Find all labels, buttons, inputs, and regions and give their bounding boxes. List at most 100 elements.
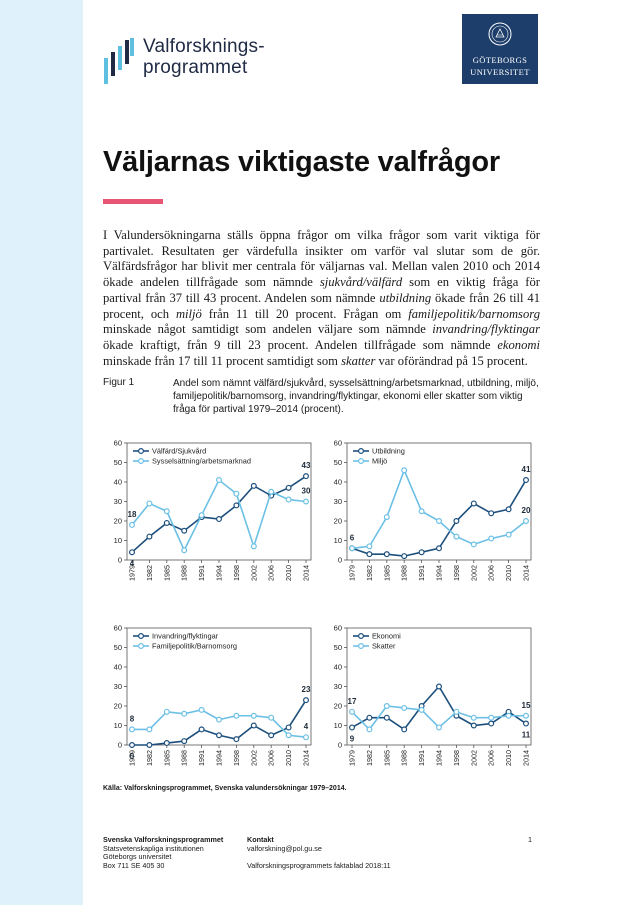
data-label: 8: [130, 714, 135, 723]
y-tick-label: 40: [114, 478, 122, 487]
chart-welfare-employment: 0 10 20 30 40 50 60 1979 1982 1985 1988 1991 1994 199…: [114, 439, 312, 581]
intro-emph-2: utbildning: [379, 290, 432, 305]
x-tick-label: 1982: [365, 750, 374, 766]
y-tick-label: 40: [334, 663, 342, 672]
data-point: [233, 502, 240, 509]
data-point: [366, 714, 373, 721]
data-point: [268, 732, 275, 739]
x-tick-label: 1982: [145, 565, 154, 581]
x-tick-label: 1988: [180, 565, 189, 581]
intro-text-8: var oförändrad på 15 procent.: [375, 353, 528, 368]
x-tick-label: 1991: [197, 565, 206, 581]
data-label: 11: [522, 731, 531, 740]
data-point: [453, 708, 460, 715]
university-seal-icon: [488, 22, 512, 46]
y-tick-label: 60: [334, 624, 342, 633]
footer-contact-email[interactable]: valforskning@pol.gu.se: [247, 843, 322, 853]
intro-text-2: som en viktig fråga för partival från 37…: [103, 275, 540, 305]
data-label: 9: [350, 734, 355, 743]
data-point: [383, 551, 390, 558]
data-point: [129, 549, 136, 556]
legend-marker: [357, 448, 364, 455]
intro-emph-4: familjepolitik/barnomsorg: [408, 306, 540, 321]
data-point: [349, 545, 356, 552]
intro-emph-7: skatter: [341, 353, 376, 368]
x-tick-label: 2006: [267, 565, 276, 581]
footer-organization: Svenska Valforskningsprogrammet Statsvet…: [103, 835, 223, 870]
y-tick-label: 20: [114, 517, 122, 526]
data-point: [401, 467, 408, 474]
data-label: 18: [128, 510, 137, 519]
y-tick-label: 10: [334, 721, 342, 730]
x-tick-label: 1979: [348, 750, 357, 766]
legend-marker: [357, 643, 364, 650]
data-point: [418, 706, 425, 713]
y-tick-label: 60: [114, 439, 122, 448]
data-point: [303, 473, 310, 480]
data-point: [505, 506, 512, 513]
figure-label: Figur 1: [103, 377, 135, 388]
data-label: 43: [302, 461, 311, 470]
data-point: [435, 517, 442, 524]
data-point: [215, 732, 222, 739]
y-tick-label: 60: [114, 624, 122, 633]
y-tick-label: 50: [334, 458, 342, 467]
intro-text-4: från 11 till 20 procent. Frågan om: [201, 306, 409, 321]
data-point: [349, 708, 356, 715]
legend-label: Invandring/flyktingar: [152, 632, 219, 641]
footer-org-line-3: Box 711 SE 405 30: [103, 860, 165, 870]
data-label: 17: [348, 697, 357, 706]
data-point: [285, 724, 292, 731]
x-tick-label: 2002: [469, 750, 478, 766]
data-point: [215, 477, 222, 484]
footer-series-name: Valforskningsprogrammets faktablad 2018:…: [247, 860, 391, 870]
footer-contact: Kontakt valforskning@pol.gu.se Valforskn…: [247, 835, 391, 870]
data-point: [268, 714, 275, 721]
data-point: [523, 720, 530, 727]
data-point: [285, 484, 292, 491]
intro-emph-6: ekonomi: [497, 337, 540, 352]
university-name-line-2: UNIVERSITET: [470, 67, 530, 77]
data-point: [146, 741, 153, 748]
series-line-1: [131, 475, 307, 553]
data-label: 15: [522, 701, 531, 710]
data-point: [435, 724, 442, 731]
x-tick-label: 1985: [162, 750, 171, 766]
x-tick-label: 2002: [249, 750, 258, 766]
data-point: [181, 527, 188, 534]
data-label: 23: [302, 685, 311, 694]
footer-org-line-1: Statsvetenskapliga institutionen: [103, 843, 204, 853]
x-tick-label: 1998: [232, 565, 241, 581]
data-point: [505, 531, 512, 538]
y-tick-label: 0: [338, 556, 342, 565]
x-tick-label: 2014: [522, 750, 531, 766]
chart-economy-taxes: 0 10 20 30 40 50 60 1979 1982 1985 1988 1991 1994 199…: [334, 624, 532, 766]
x-tick-label: 1979: [128, 565, 137, 581]
intro-text-7: minskade från 17 till 11 procent samtidi…: [103, 353, 342, 368]
footer-org-line-2: Göteborgs universitet: [103, 852, 172, 861]
intro-text-5: minskade något samtidigt som andelen väl…: [103, 322, 433, 337]
data-point: [488, 510, 495, 517]
x-tick-label: 2010: [504, 750, 513, 766]
page-title: Väljarnas viktigaste valfrågor: [103, 146, 500, 178]
y-tick-label: 20: [334, 702, 342, 711]
x-tick-label: 1988: [400, 750, 409, 766]
valforskning-logo-icon: [104, 38, 134, 84]
legend-label: Välfärd/Sjukvård: [152, 447, 206, 456]
data-point: [435, 545, 442, 552]
data-point: [163, 740, 170, 747]
logo-line-2: programmet: [143, 57, 248, 78]
y-tick-label: 30: [334, 497, 342, 506]
data-point: [146, 500, 153, 507]
legend-marker: [137, 633, 144, 640]
data-point: [488, 535, 495, 542]
y-tick-label: 50: [114, 458, 122, 467]
series-line-2: [131, 478, 307, 553]
series-line-2: [351, 468, 527, 550]
x-tick-label: 1979: [348, 565, 357, 581]
data-point: [453, 533, 460, 540]
university-logo: GÖTEBORGS UNIVERSITET: [462, 14, 538, 84]
left-color-band: [0, 0, 83, 905]
data-point: [453, 517, 460, 524]
